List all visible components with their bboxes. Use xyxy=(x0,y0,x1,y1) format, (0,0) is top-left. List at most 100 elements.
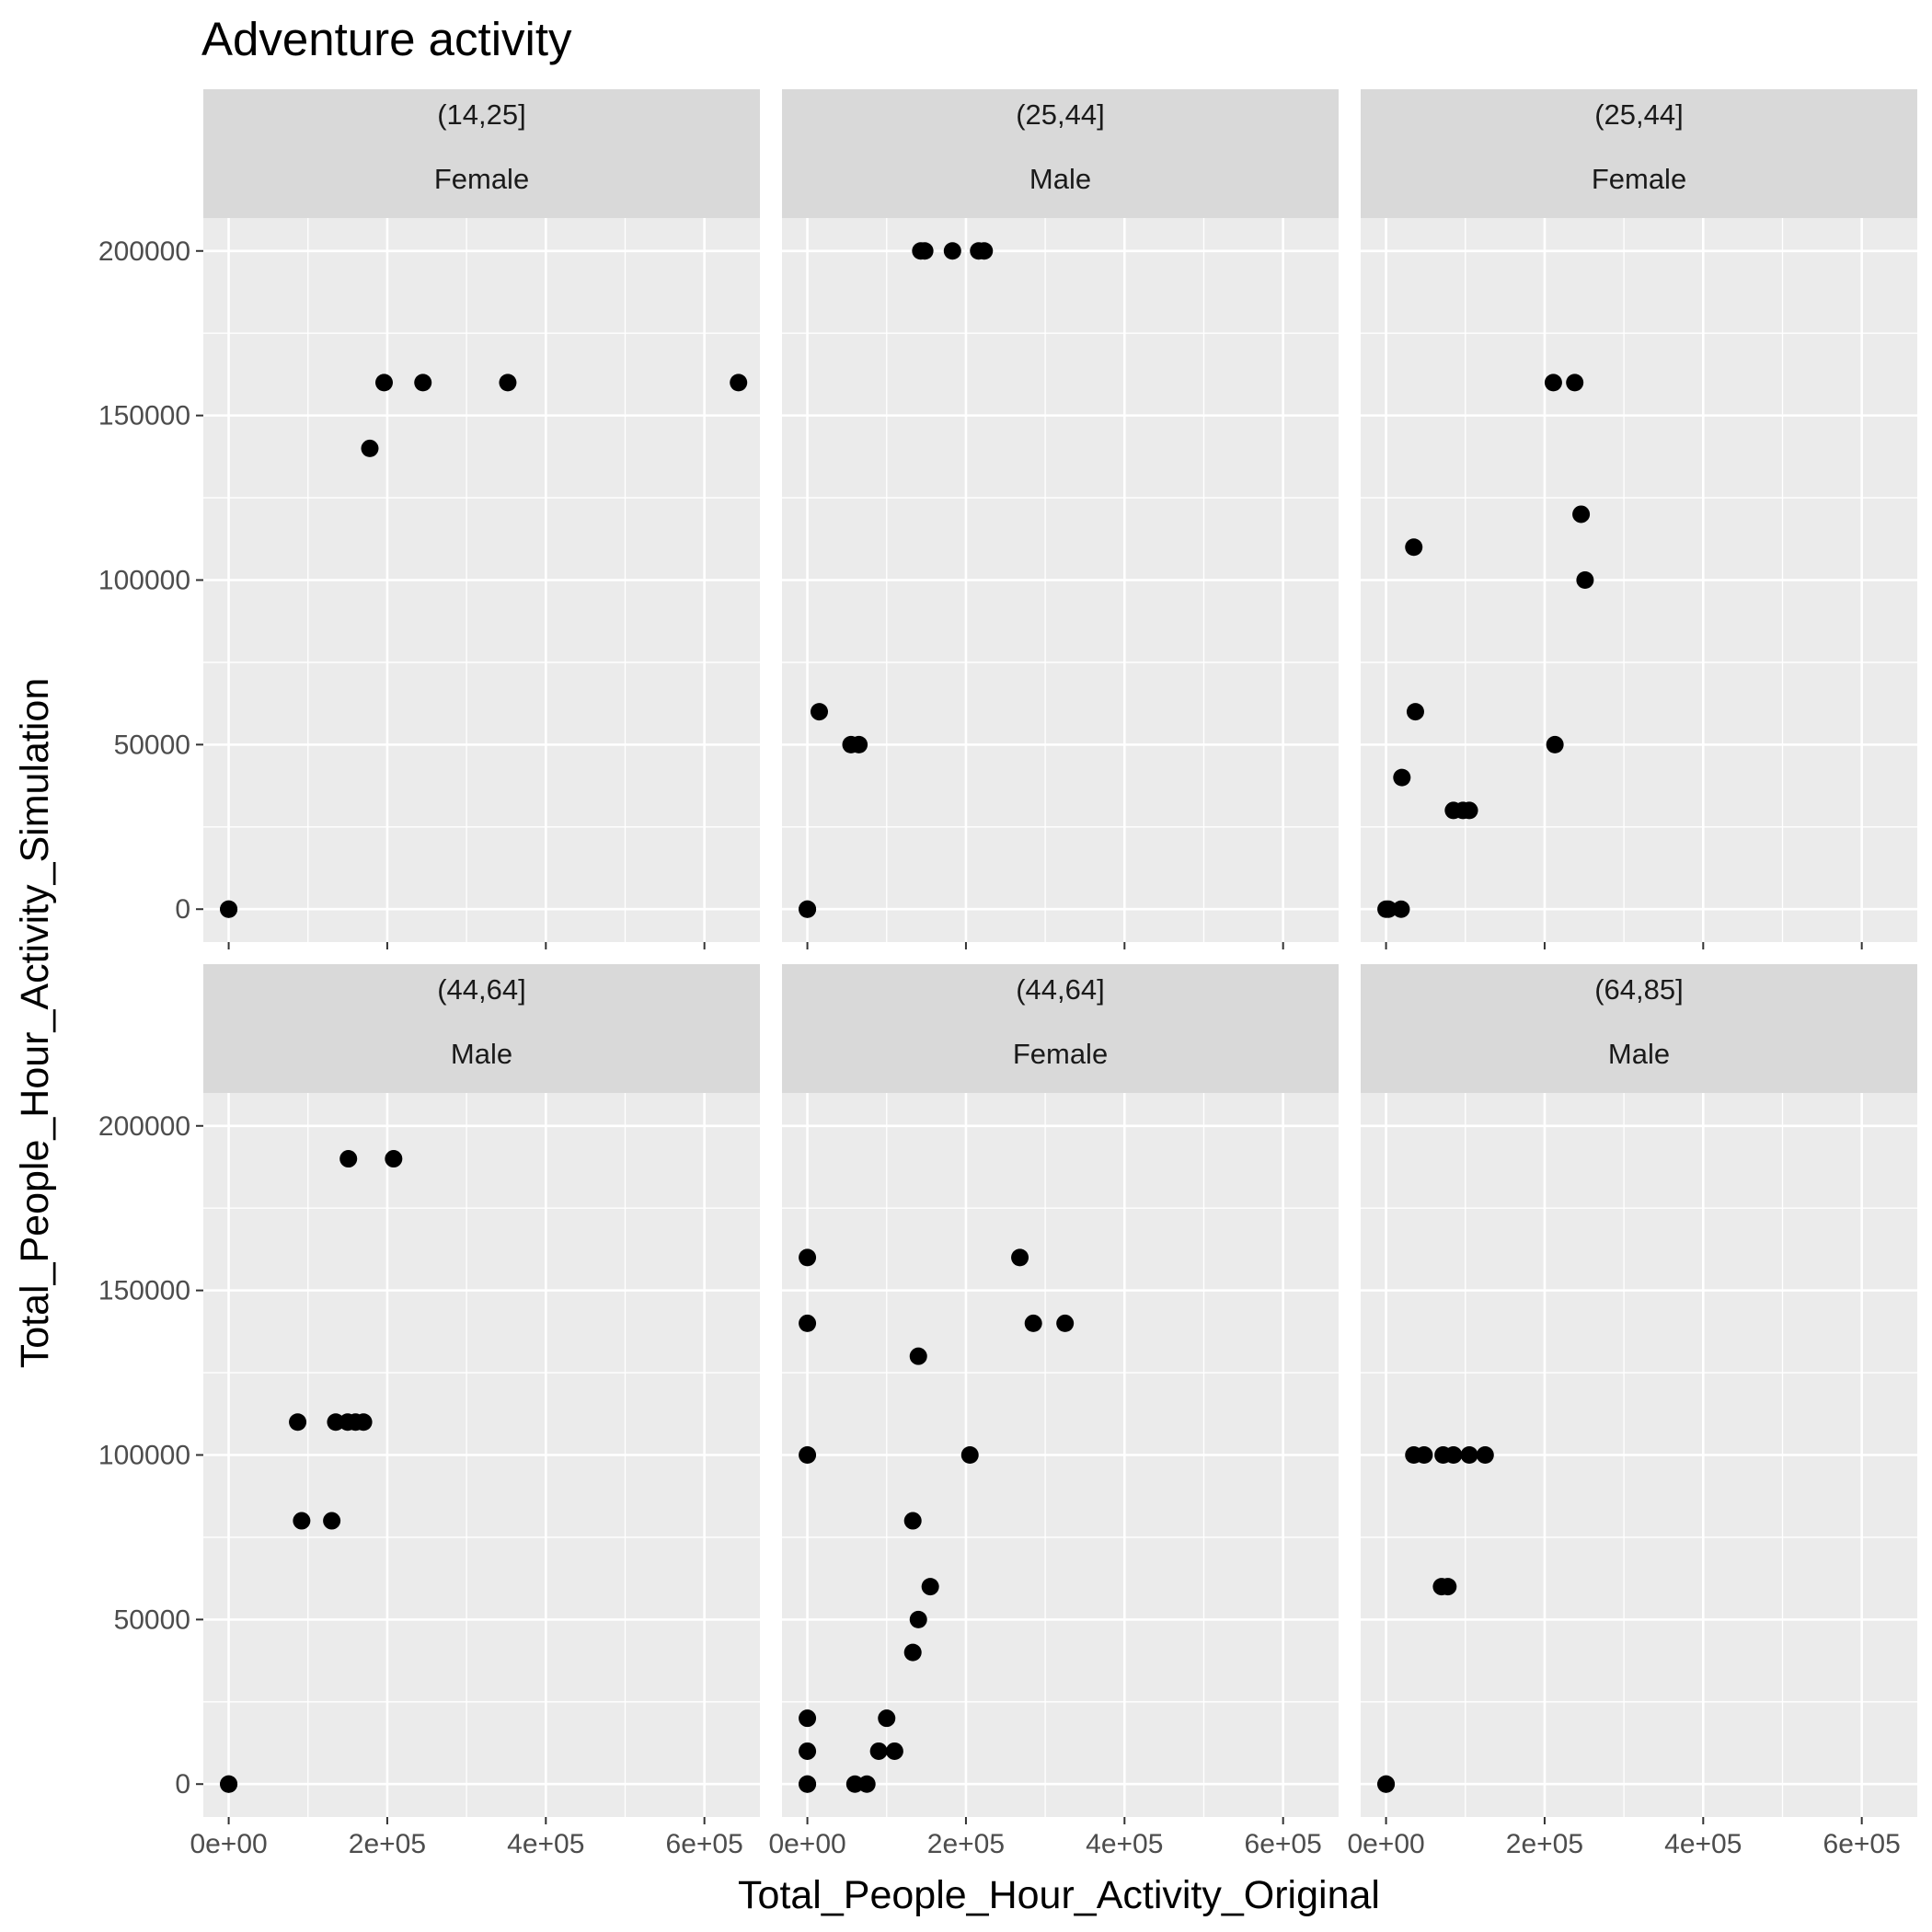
facet-panel-1: (14,25] Female 0 50000 100000 150000 200000 xyxy=(98,89,760,949)
facet-strip-label-female: Female xyxy=(434,163,529,195)
data-point xyxy=(1476,1446,1494,1464)
data-point xyxy=(909,1610,927,1628)
facet-strip xyxy=(1361,89,1917,218)
data-point xyxy=(1415,1446,1433,1464)
chart-title: Adventure activity xyxy=(201,13,572,65)
data-point xyxy=(1576,571,1594,589)
facet-strip xyxy=(203,89,760,218)
x-axis-title: Total_People_Hour_Activity_Original xyxy=(738,1873,1380,1917)
data-point xyxy=(799,1775,817,1793)
data-point xyxy=(975,242,994,260)
y-axis-title: Total_People_Hour_Activity_Simulation xyxy=(13,678,57,1369)
data-point xyxy=(909,1347,927,1365)
data-point xyxy=(289,1413,307,1432)
data-point xyxy=(1377,1775,1396,1793)
y-tick-label: 100000 xyxy=(98,1441,190,1471)
data-point xyxy=(1546,735,1564,753)
data-point xyxy=(499,374,517,392)
y-tick-label: 200000 xyxy=(98,1111,190,1142)
facet-strip-label-25-44: (25,44] xyxy=(1016,98,1105,131)
data-point xyxy=(1011,1248,1029,1267)
facet-strip xyxy=(1361,964,1917,1093)
data-point xyxy=(354,1413,373,1432)
x-tick-label: 2e+05 xyxy=(1506,1829,1583,1859)
data-point xyxy=(1460,1446,1478,1464)
data-point xyxy=(385,1150,403,1168)
data-point xyxy=(799,1248,817,1267)
data-point xyxy=(1393,768,1411,787)
facet-strip xyxy=(782,964,1339,1093)
data-point xyxy=(1405,538,1423,557)
facet-strip xyxy=(782,89,1339,218)
data-point xyxy=(799,1446,817,1464)
x-tick-label: 2e+05 xyxy=(349,1829,426,1859)
y-tick-label: 100000 xyxy=(98,566,190,596)
data-point xyxy=(869,1742,888,1760)
data-point xyxy=(1379,900,1397,918)
data-point xyxy=(1544,374,1562,392)
y-tick-label: 200000 xyxy=(98,236,190,267)
data-point xyxy=(960,1446,979,1464)
facet-strip-label-44-64: (44,64] xyxy=(1016,973,1105,1006)
data-point xyxy=(293,1512,311,1530)
x-tick-label: 0e+00 xyxy=(768,1829,845,1859)
data-point xyxy=(857,1775,876,1793)
facet-panel-2: (25,44] Male xyxy=(782,89,1339,949)
data-point xyxy=(1439,1578,1457,1596)
data-point xyxy=(885,1742,903,1760)
facet-strip-label-male: Male xyxy=(1608,1038,1670,1070)
data-point xyxy=(850,735,868,753)
x-tick-label: 0e+00 xyxy=(1347,1829,1424,1859)
y-tick-label: 0 xyxy=(175,1769,190,1800)
data-point xyxy=(1024,1314,1042,1332)
facet-strip-label-44-64: (44,64] xyxy=(437,973,526,1006)
facet-strip-label-14-25: (14,25] xyxy=(437,98,526,131)
data-point xyxy=(799,1314,817,1332)
data-point xyxy=(220,900,238,918)
data-point xyxy=(1444,1446,1463,1464)
data-point xyxy=(799,1709,817,1728)
y-tick-label: 0 xyxy=(175,894,190,925)
facet-panel-6: (64,85] Male 0e+00 2e+05 4e+05 6e+05 xyxy=(1347,964,1917,1859)
facet-strip-label-female: Female xyxy=(1592,163,1686,195)
facet-strip-label-female: Female xyxy=(1013,1038,1108,1070)
data-point xyxy=(921,1578,939,1596)
x-tick-label: 4e+05 xyxy=(1086,1829,1163,1859)
x-tick-label: 4e+05 xyxy=(507,1829,584,1859)
x-tick-label: 6e+05 xyxy=(1245,1829,1322,1859)
y-tick-label: 50000 xyxy=(114,730,190,760)
facet-strip-label-male: Male xyxy=(451,1038,512,1070)
data-point xyxy=(323,1512,341,1530)
data-point xyxy=(1406,703,1424,721)
x-tick-label: 4e+05 xyxy=(1664,1829,1742,1859)
x-tick-label: 6e+05 xyxy=(666,1829,743,1859)
facet-panel-4: (44,64] Male 0 50000 100000 150000 200000 0e+00… xyxy=(98,964,760,1859)
data-point xyxy=(903,1643,922,1662)
x-tick-label: 2e+05 xyxy=(927,1829,1005,1859)
data-point xyxy=(903,1512,922,1530)
x-tick-label: 0e+00 xyxy=(190,1829,267,1859)
data-point xyxy=(1056,1314,1075,1332)
data-point xyxy=(878,1709,896,1728)
y-tick-label: 50000 xyxy=(114,1604,190,1635)
data-point xyxy=(1566,374,1584,392)
x-tick-label: 6e+05 xyxy=(1823,1829,1901,1859)
data-point xyxy=(1572,505,1591,523)
facet-strip-label-male: Male xyxy=(1029,163,1091,195)
facet-panel-3: (25,44] Female xyxy=(1361,89,1917,949)
data-point xyxy=(799,1742,817,1760)
data-point xyxy=(1460,801,1478,820)
data-point xyxy=(374,374,393,392)
data-point xyxy=(915,242,934,260)
data-point xyxy=(811,703,829,721)
data-point xyxy=(1392,900,1410,918)
facet-panel-5: (44,64] Female 0e+00 2e+05 4e+05 6e+05 xyxy=(768,964,1339,1859)
facet-strip-label-64-85: (64,85] xyxy=(1594,973,1684,1006)
data-point xyxy=(943,242,961,260)
facet-grid: (14,25] Female 0 50000 100000 150000 200000 (25… xyxy=(98,89,1917,1859)
data-point xyxy=(220,1775,238,1793)
data-point xyxy=(361,439,379,457)
facet-strip xyxy=(203,964,760,1093)
